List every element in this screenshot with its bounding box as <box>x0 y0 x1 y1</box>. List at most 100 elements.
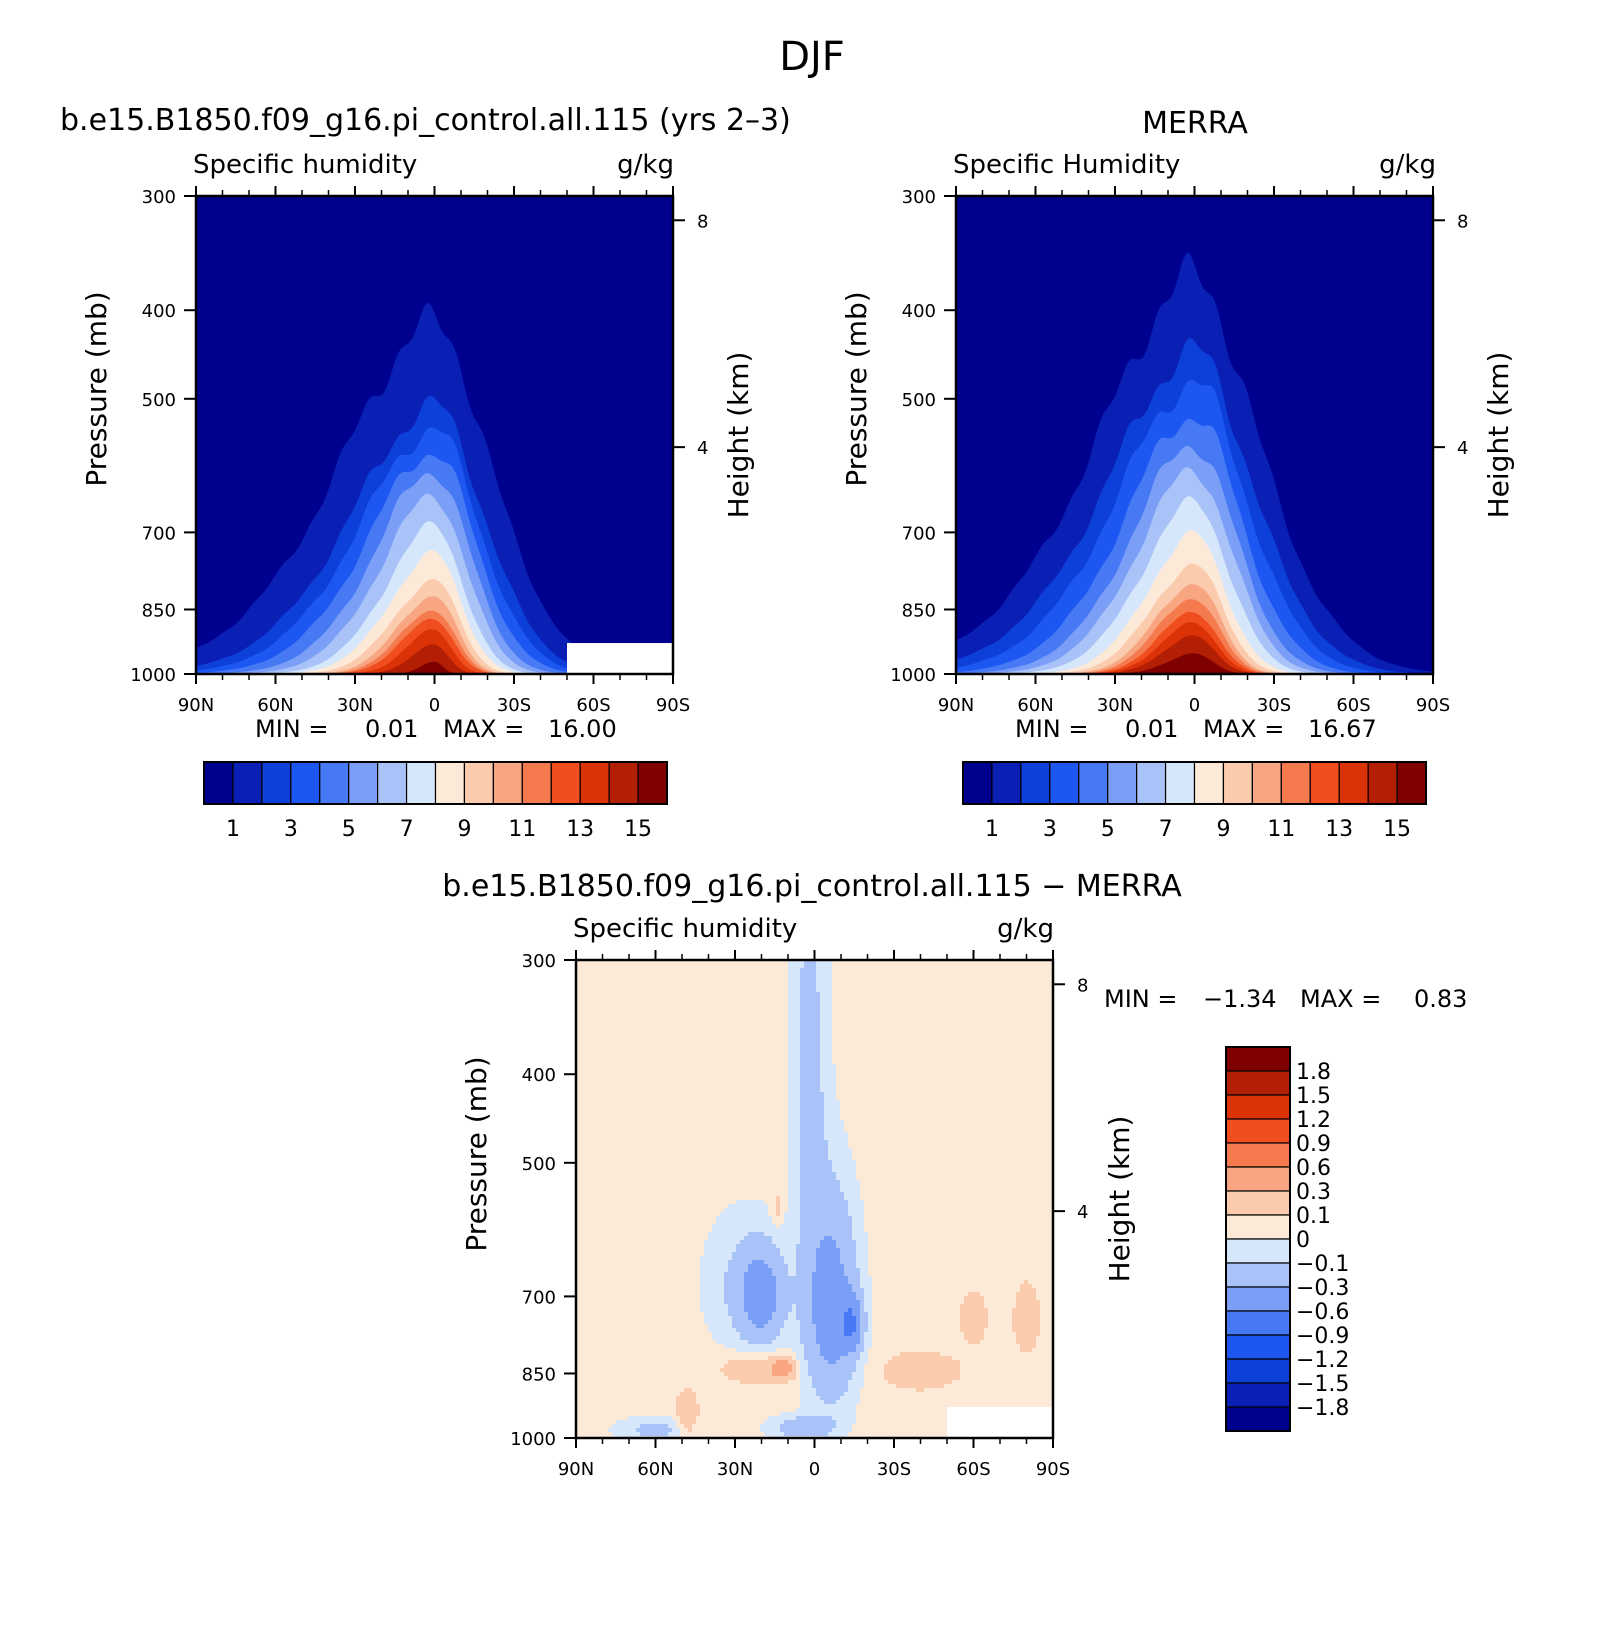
field-cell <box>896 1100 900 1104</box>
field-cell <box>992 1056 996 1060</box>
field-cell <box>1028 988 1032 992</box>
field-cell <box>1016 964 1020 968</box>
field-cell <box>808 964 812 968</box>
field-cell <box>988 980 992 984</box>
field-cell <box>956 1068 960 1072</box>
field-cell <box>936 1052 940 1056</box>
field-cell <box>848 1036 852 1040</box>
field-cell <box>724 964 728 968</box>
field-cell <box>932 1004 936 1008</box>
field-cell <box>976 1080 980 1084</box>
field-cell <box>644 1116 648 1120</box>
field-cell <box>1020 1092 1024 1096</box>
field-cell <box>992 996 996 1000</box>
field-cell <box>940 988 944 992</box>
field-cell <box>1040 1104 1044 1108</box>
field-cell <box>964 1020 968 1024</box>
field-cell <box>932 1088 936 1092</box>
field-cell <box>1016 1020 1020 1024</box>
field-cell <box>936 1012 940 1016</box>
field-cell <box>1024 1040 1028 1044</box>
field-cell <box>1028 1108 1032 1112</box>
field-cell <box>624 1020 628 1024</box>
field-cell <box>684 988 688 992</box>
field-cell <box>916 972 920 976</box>
field-cell <box>940 976 944 980</box>
field-cell <box>920 1048 924 1052</box>
field-cell <box>708 1052 712 1056</box>
field-cell <box>848 1060 852 1064</box>
field-cell <box>848 988 852 992</box>
field-cell <box>792 1080 796 1084</box>
field-cell <box>596 1072 600 1076</box>
field-cell <box>768 972 772 976</box>
field-cell <box>788 1008 792 1012</box>
field-cell <box>692 1060 696 1064</box>
field-cell <box>696 1012 700 1016</box>
field-cell <box>968 1100 972 1104</box>
field-cell <box>736 1040 740 1044</box>
field-cell <box>960 1044 964 1048</box>
colorbar-swatch <box>1050 762 1079 804</box>
field-cell <box>876 1008 880 1012</box>
field-cell <box>916 1048 920 1052</box>
field-cell <box>636 1012 640 1016</box>
field-cell <box>756 1016 760 1020</box>
field-cell <box>700 1044 704 1048</box>
field-cell <box>1028 1060 1032 1064</box>
field-cell <box>632 1088 636 1092</box>
field-cell <box>744 1020 748 1024</box>
field-cell <box>924 1100 928 1104</box>
field-cell <box>956 984 960 988</box>
field-cell <box>800 1056 804 1060</box>
field-cell <box>844 1112 848 1116</box>
field-cell <box>1012 968 1016 972</box>
contour-field <box>576 960 1056 1440</box>
field-cell <box>772 984 776 988</box>
field-cell <box>660 1008 664 1012</box>
field-cell <box>936 972 940 976</box>
field-cell <box>692 972 696 976</box>
field-cell <box>908 996 912 1000</box>
field-cell <box>608 1024 612 1028</box>
field-cell <box>1000 1076 1004 1080</box>
field-cell <box>620 1036 624 1040</box>
field-cell <box>948 992 952 996</box>
field-cell <box>792 1072 796 1076</box>
field-cell <box>796 980 800 984</box>
field-cell <box>612 988 616 992</box>
field-cell <box>676 1060 680 1064</box>
field-cell <box>644 1100 648 1104</box>
field-cell <box>728 1048 732 1052</box>
field-cell <box>948 1076 952 1080</box>
field-cell <box>896 968 900 972</box>
field-cell <box>960 1008 964 1012</box>
field-cell <box>612 1032 616 1036</box>
field-cell <box>708 1048 712 1052</box>
field-cell <box>788 1000 792 1004</box>
field-cell <box>684 992 688 996</box>
field-cell <box>856 1020 860 1024</box>
field-cell <box>868 1052 872 1056</box>
field-cell <box>660 1084 664 1088</box>
min-label: MIN = <box>1104 985 1177 1013</box>
field-cell <box>636 1072 640 1076</box>
field-cell <box>592 1088 596 1092</box>
field-cell <box>1048 1036 1052 1040</box>
field-cell <box>988 1044 992 1048</box>
field-cell <box>664 1056 668 1060</box>
field-cell <box>604 1104 608 1108</box>
field-cell <box>856 996 860 1000</box>
field-cell <box>996 1032 1000 1036</box>
field-cell <box>668 1080 672 1084</box>
field-cell <box>784 1012 788 1016</box>
field-cell <box>744 1004 748 1008</box>
field-cell <box>896 984 900 988</box>
field-cell <box>796 1108 800 1112</box>
field-cell <box>828 1080 832 1084</box>
field-cell <box>584 1100 588 1104</box>
field-cell <box>988 1004 992 1008</box>
field-cell <box>592 1084 596 1088</box>
field-cell <box>632 1012 636 1016</box>
field-cell <box>672 1048 676 1052</box>
